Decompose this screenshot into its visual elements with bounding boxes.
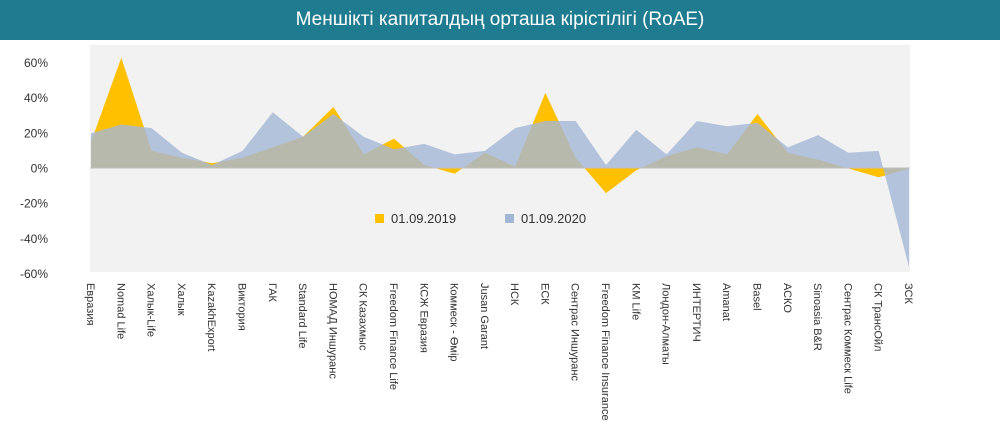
category-label: Jusan Garant — [478, 283, 490, 349]
category-label: СК Казахмыс — [357, 283, 369, 351]
category-label: КСЖ Евразия — [417, 283, 429, 353]
category-label: Сентрас Коммеск Life — [841, 283, 853, 394]
chart-title-bar: Меншікті капиталдың орташа кірістілігі (… — [0, 0, 1000, 40]
y-tick-label: 0% — [31, 162, 49, 176]
y-tick-label: -60% — [20, 267, 48, 281]
category-label: KazakhExport — [205, 283, 217, 351]
category-label: Сентрас Иншуранс — [569, 283, 581, 381]
chart-title: Меншікті капиталдың орташа кірістілігі (… — [295, 9, 705, 30]
y-tick-label: 20% — [24, 126, 48, 140]
category-label: Лондон-Алматы — [660, 283, 672, 365]
category-label: Евразия — [84, 283, 96, 325]
y-tick-label: 40% — [24, 91, 48, 105]
category-label: ЗСК — [902, 283, 914, 304]
category-label: НСК — [508, 283, 520, 306]
category-label: Sinoasia B&R — [811, 283, 823, 351]
category-label: Халык — [175, 283, 187, 316]
category-label: Коммеск - Өмір — [448, 283, 460, 362]
category-label: Халык-Life — [145, 283, 157, 337]
y-tick-label: -40% — [20, 232, 48, 246]
category-label: НОМАД Иншуранс — [326, 283, 338, 379]
category-label: СК ТрансОйл — [872, 283, 884, 351]
category-label: Standard Life — [296, 283, 308, 348]
category-label: Freedom Finance Insurance — [599, 283, 611, 421]
y-tick-label: -20% — [20, 197, 48, 211]
category-label: Amanat — [720, 283, 732, 321]
category-label: Freedom Finance Life — [387, 283, 399, 390]
legend-swatch-2 — [505, 214, 514, 223]
category-label: АСКО — [781, 283, 793, 313]
category-label: Basel — [751, 283, 763, 311]
series-area-2 — [91, 112, 909, 267]
category-label: Nomad Life — [114, 283, 126, 339]
category-label: Виктория — [236, 283, 248, 331]
category-label: ЕСК — [538, 283, 550, 305]
legend-swatch-1 — [375, 214, 384, 223]
category-label: KM Life — [629, 283, 641, 320]
y-tick-label: 60% — [24, 56, 48, 70]
legend-label-1: 01.09.2019 — [391, 211, 456, 226]
category-label: ГАК — [266, 283, 278, 303]
legend-label-2: 01.09.2020 — [521, 211, 586, 226]
category-label: ИНТЕРТИЧ — [690, 283, 702, 342]
